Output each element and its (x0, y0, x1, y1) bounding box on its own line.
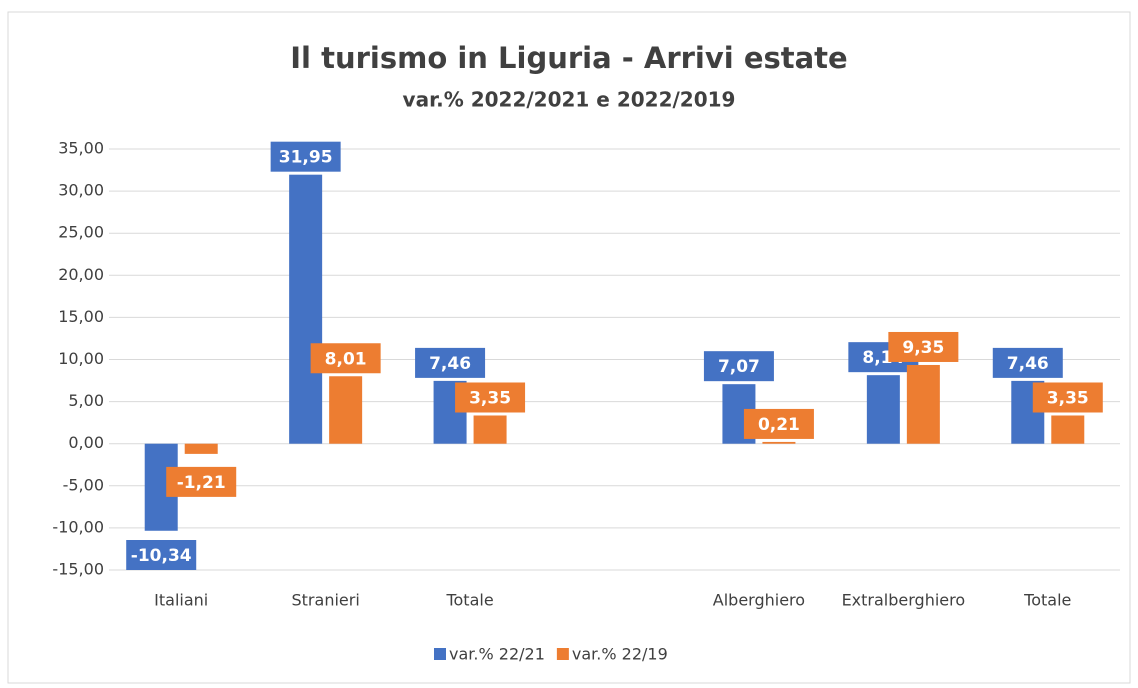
y-tick-label: -5,00 (63, 475, 104, 494)
legend-swatch (556, 648, 569, 660)
bar (329, 376, 363, 444)
value-label-box (992, 347, 1063, 378)
value-label: -1,21 (177, 473, 226, 493)
value-label-box (455, 382, 526, 413)
bar (866, 375, 900, 444)
chart-subtitle: var.% 2022/2021 e 2022/2019 (403, 88, 736, 112)
y-tick-label: 10,00 (58, 349, 104, 368)
y-tick-label: 15,00 (58, 307, 104, 326)
bar (289, 174, 323, 444)
value-label: 7,46 (429, 354, 471, 374)
y-tick-label: 35,00 (58, 139, 104, 158)
value-label-box (126, 540, 197, 570)
value-label-box (270, 141, 341, 172)
bar (906, 364, 940, 444)
y-tick-label: -15,00 (52, 560, 104, 579)
bar (1051, 415, 1085, 444)
y-tick-label: -10,00 (52, 517, 104, 536)
value-label: 7,46 (1007, 354, 1049, 374)
y-tick-label: 0,00 (68, 433, 104, 452)
bar (473, 415, 507, 444)
bar (762, 441, 796, 444)
x-tick-label: Italiani (154, 591, 208, 610)
bar (184, 443, 218, 454)
x-tick-label: Stranieri (292, 591, 360, 610)
chart-border (7, 11, 1131, 684)
value-label: 9,35 (902, 338, 944, 358)
y-tick-label: 30,00 (58, 181, 104, 200)
legend-label: var.% 22/19 (572, 645, 668, 664)
y-tick-label: 20,00 (58, 265, 104, 284)
value-label-box (415, 347, 486, 378)
x-tick-label: Totale (445, 591, 493, 610)
y-tick-label: 5,00 (68, 391, 104, 410)
x-tick-label: Extralberghiero (842, 591, 966, 610)
value-label: 3,35 (469, 388, 511, 408)
value-label-box (166, 466, 237, 497)
x-tick-label: Totale (1023, 591, 1071, 610)
value-label: 3,35 (1047, 388, 1089, 408)
y-tick-label: 25,00 (58, 223, 104, 242)
value-label: 0,21 (758, 415, 800, 435)
value-label: 31,95 (279, 148, 333, 168)
value-label-box (743, 408, 814, 439)
legend-swatch (434, 648, 446, 660)
value-label-box (310, 343, 381, 374)
legend-label: var.% 22/21 (449, 645, 545, 664)
value-label: -10,34 (131, 546, 192, 566)
chart-title: Il turismo in Liguria - Arrivi estate (290, 41, 847, 75)
value-label: 8,01 (325, 349, 367, 369)
x-tick-label: Alberghiero (713, 591, 805, 610)
value-label: 7,07 (718, 357, 760, 377)
value-label-box (1032, 382, 1103, 413)
value-label-box (703, 351, 774, 382)
value-label-box (888, 331, 959, 362)
